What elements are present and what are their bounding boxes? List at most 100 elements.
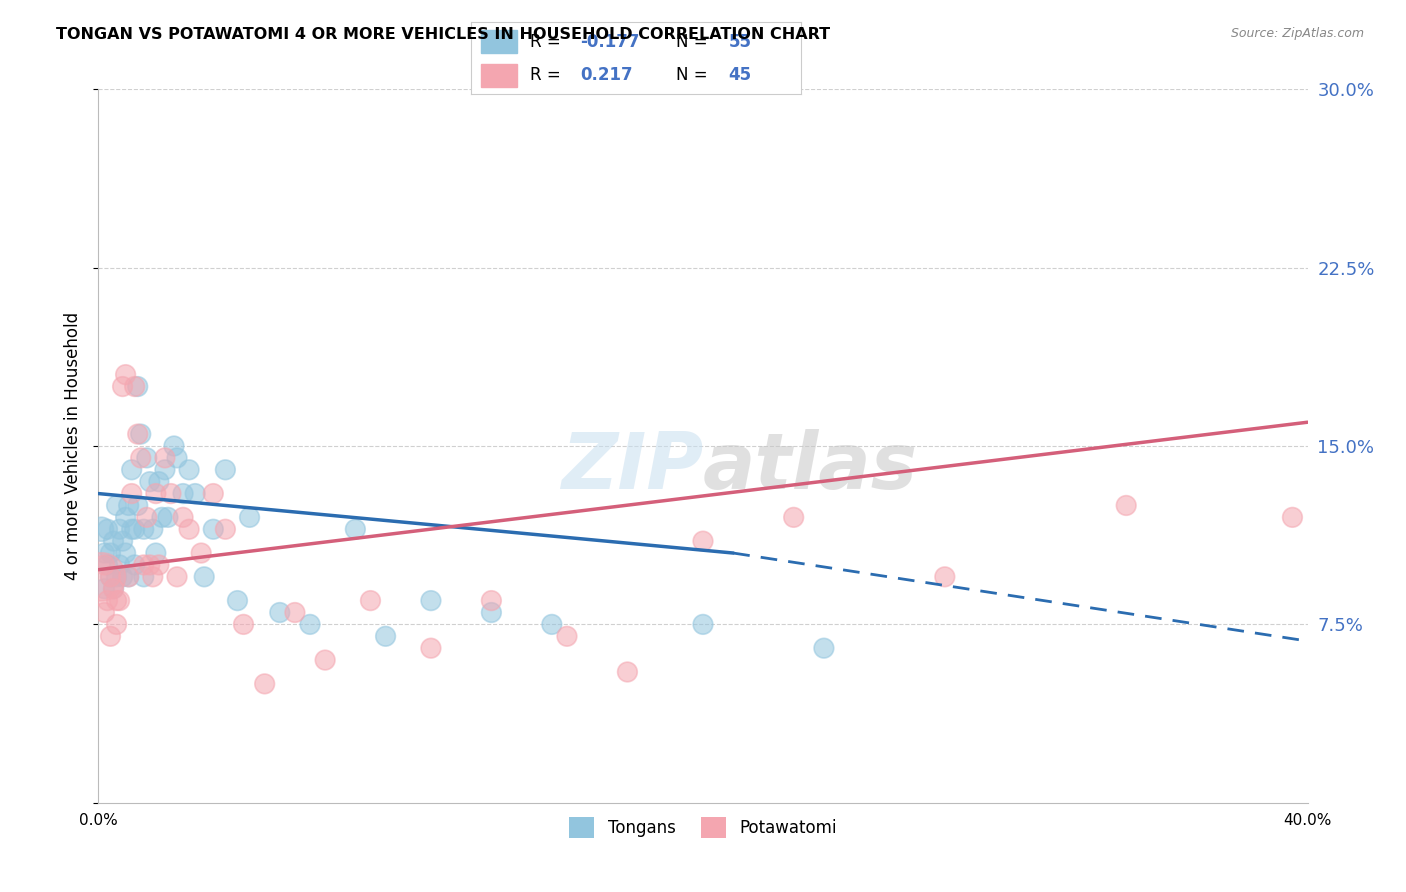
Point xyxy=(190,546,212,560)
Point xyxy=(150,510,173,524)
Point xyxy=(179,463,201,477)
Text: ZIP: ZIP xyxy=(561,429,703,506)
Point xyxy=(100,546,122,560)
Point xyxy=(148,558,170,572)
Point xyxy=(253,677,276,691)
Point xyxy=(555,629,578,643)
Point xyxy=(124,558,146,572)
Point xyxy=(540,617,562,632)
Point xyxy=(132,558,155,572)
Point xyxy=(142,570,165,584)
Text: atlas: atlas xyxy=(703,429,918,506)
Point xyxy=(145,486,167,500)
Point xyxy=(160,486,183,500)
Point xyxy=(163,439,186,453)
Point xyxy=(129,427,152,442)
Point xyxy=(153,463,176,477)
Point xyxy=(360,593,382,607)
Text: N =: N = xyxy=(676,66,713,84)
Point xyxy=(90,570,112,584)
Point xyxy=(103,534,125,549)
Point xyxy=(184,486,207,500)
Point xyxy=(1281,510,1303,524)
Point xyxy=(214,522,236,536)
Point xyxy=(172,486,194,500)
Point xyxy=(114,546,136,560)
Point xyxy=(269,606,291,620)
Text: Source: ZipAtlas.com: Source: ZipAtlas.com xyxy=(1230,27,1364,40)
Point xyxy=(114,368,136,382)
Point xyxy=(114,510,136,524)
Point xyxy=(420,641,443,656)
Point xyxy=(239,510,262,524)
Point xyxy=(93,606,115,620)
Point xyxy=(127,379,149,393)
Point xyxy=(103,582,125,596)
Point xyxy=(127,499,149,513)
Point xyxy=(132,522,155,536)
Point xyxy=(121,522,143,536)
Point xyxy=(156,510,179,524)
Point xyxy=(299,617,322,632)
Point xyxy=(226,593,249,607)
Point xyxy=(93,546,115,560)
Point xyxy=(121,486,143,500)
Point xyxy=(172,510,194,524)
Point xyxy=(90,522,112,536)
Point xyxy=(105,499,128,513)
Text: N =: N = xyxy=(676,33,713,51)
Point xyxy=(783,510,806,524)
Point xyxy=(139,475,162,489)
Point xyxy=(124,522,146,536)
Point xyxy=(314,653,336,667)
Point xyxy=(344,522,367,536)
Point xyxy=(129,450,152,465)
Point xyxy=(145,546,167,560)
Point xyxy=(96,522,118,536)
Point xyxy=(481,593,503,607)
Text: -0.177: -0.177 xyxy=(581,33,640,51)
Point xyxy=(692,534,714,549)
Y-axis label: 4 or more Vehicles in Household: 4 or more Vehicles in Household xyxy=(65,312,83,580)
Point xyxy=(100,570,122,584)
Point xyxy=(166,450,188,465)
Point xyxy=(284,606,307,620)
Point xyxy=(813,641,835,656)
Point xyxy=(193,570,215,584)
Point xyxy=(214,463,236,477)
Point xyxy=(374,629,396,643)
Point xyxy=(481,606,503,620)
Point xyxy=(103,582,125,596)
Point xyxy=(142,522,165,536)
Point xyxy=(93,582,115,596)
Point xyxy=(93,558,115,572)
Point xyxy=(105,570,128,584)
Legend: Tongans, Potawatomi: Tongans, Potawatomi xyxy=(562,811,844,845)
Point xyxy=(108,593,131,607)
Point xyxy=(108,522,131,536)
Point xyxy=(420,593,443,607)
Text: TONGAN VS POTAWATOMI 4 OR MORE VEHICLES IN HOUSEHOLD CORRELATION CHART: TONGAN VS POTAWATOMI 4 OR MORE VEHICLES … xyxy=(56,27,831,42)
Point xyxy=(232,617,254,632)
Point xyxy=(202,522,225,536)
Point xyxy=(692,617,714,632)
Point xyxy=(166,570,188,584)
Point xyxy=(135,510,157,524)
Point xyxy=(616,665,638,679)
Point xyxy=(100,629,122,643)
Point xyxy=(124,379,146,393)
Point xyxy=(148,475,170,489)
Point xyxy=(118,570,141,584)
Point xyxy=(153,450,176,465)
Point xyxy=(127,427,149,442)
Point xyxy=(96,558,118,572)
Point xyxy=(121,463,143,477)
Point xyxy=(111,379,134,393)
Text: 55: 55 xyxy=(728,33,752,51)
Point xyxy=(105,593,128,607)
Text: R =: R = xyxy=(530,66,572,84)
Point xyxy=(179,522,201,536)
FancyBboxPatch shape xyxy=(481,63,517,87)
Point xyxy=(135,450,157,465)
Point xyxy=(118,570,141,584)
